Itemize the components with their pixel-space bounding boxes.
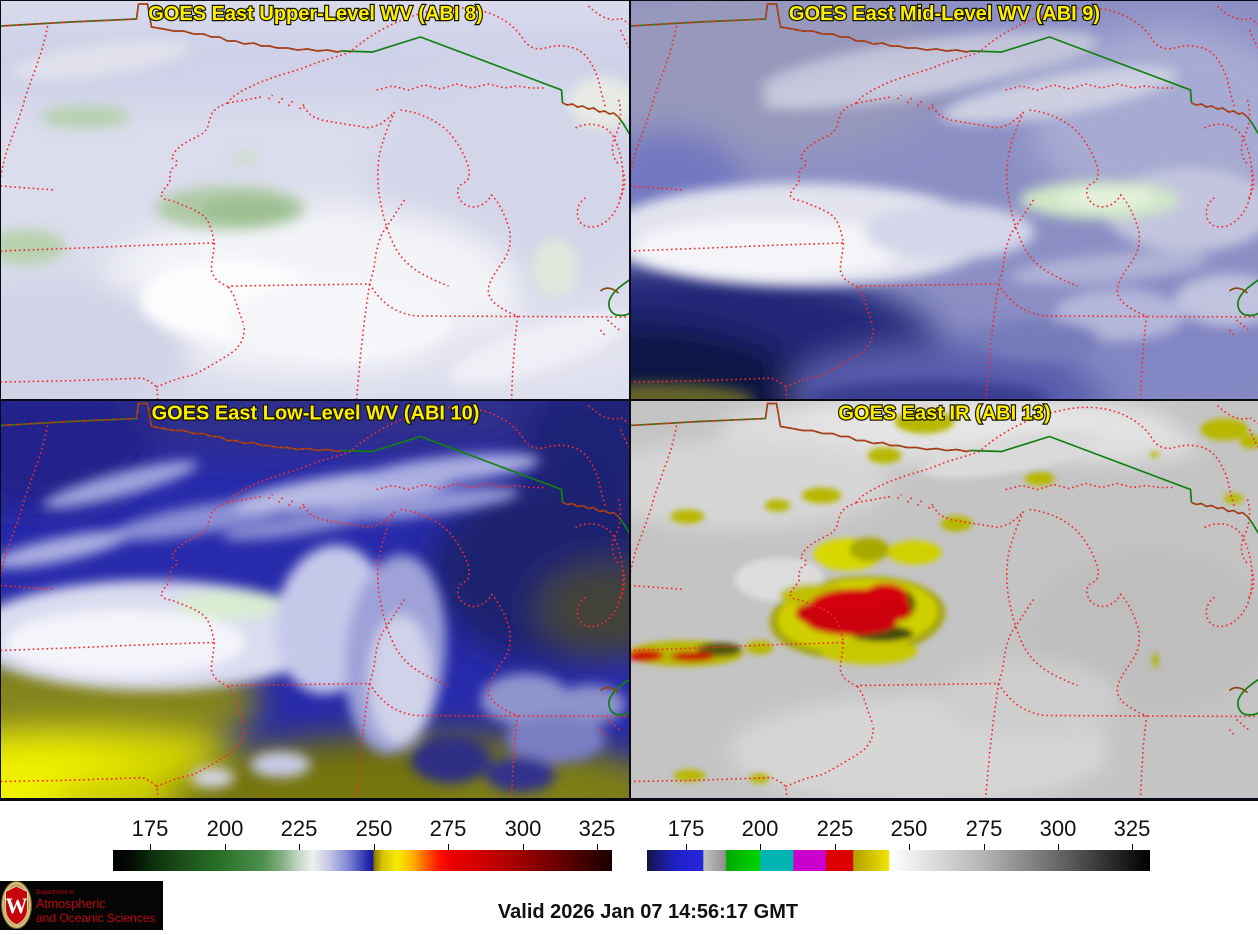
svg-text:Department of: Department of — [36, 890, 74, 896]
svg-text:GOES East Low-Level WV (ABI 10: GOES East Low-Level WV (ABI 10) — [152, 403, 480, 425]
svg-text:GOES East IR (ABI 13): GOES East IR (ABI 13) — [838, 403, 1050, 425]
svg-text:GOES East Upper-Level WV (ABI: GOES East Upper-Level WV (ABI 8) — [148, 3, 483, 25]
svg-text:GOES East Mid-Level WV (ABI 9): GOES East Mid-Level WV (ABI 9) — [789, 3, 1100, 25]
